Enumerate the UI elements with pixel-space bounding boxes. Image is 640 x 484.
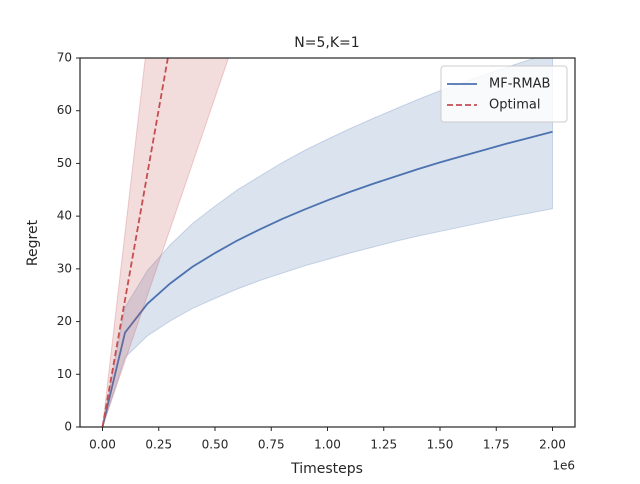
- x-tick-label: 0.50: [202, 438, 229, 452]
- x-tick-label: 1.50: [427, 438, 454, 452]
- y-tick-label: 10: [57, 367, 72, 381]
- x-tick-label: 0.75: [258, 438, 285, 452]
- y-tick-label: 60: [57, 103, 72, 117]
- plot-area: [101, 58, 553, 427]
- chart-title: N=5,K=1: [294, 35, 359, 51]
- y-tick-label: 20: [57, 314, 72, 328]
- y-axis-label: Regret: [25, 219, 41, 266]
- y-tick-label: 40: [57, 209, 72, 223]
- x-tick-label: 1.25: [370, 438, 397, 452]
- confidence-band: [102, 58, 230, 427]
- line: [101, 130, 553, 427]
- x-tick-label: 1.00: [314, 438, 341, 452]
- legend-box: [440, 65, 568, 123]
- legend-label: MF-RMAB: [489, 77, 550, 92]
- axes-frame: [79, 57, 576, 428]
- y-tick-label: 0: [64, 420, 72, 434]
- x-tick-label: 0.00: [89, 438, 116, 452]
- y-tick-label: 50: [57, 156, 72, 170]
- legend-label: Optimal: [489, 98, 540, 113]
- line: [101, 58, 169, 427]
- x-tick-label: 2.00: [539, 438, 566, 452]
- x-tick-label: 1.75: [483, 438, 510, 452]
- y-tick-label: 30: [57, 261, 72, 275]
- y-tick-label: 70: [57, 51, 72, 65]
- x-tick-label: 0.25: [145, 438, 172, 452]
- x-axis-label: Timesteps: [290, 461, 363, 477]
- x-offset-label: 1e6: [552, 459, 575, 473]
- confidence-band: [102, 58, 553, 427]
